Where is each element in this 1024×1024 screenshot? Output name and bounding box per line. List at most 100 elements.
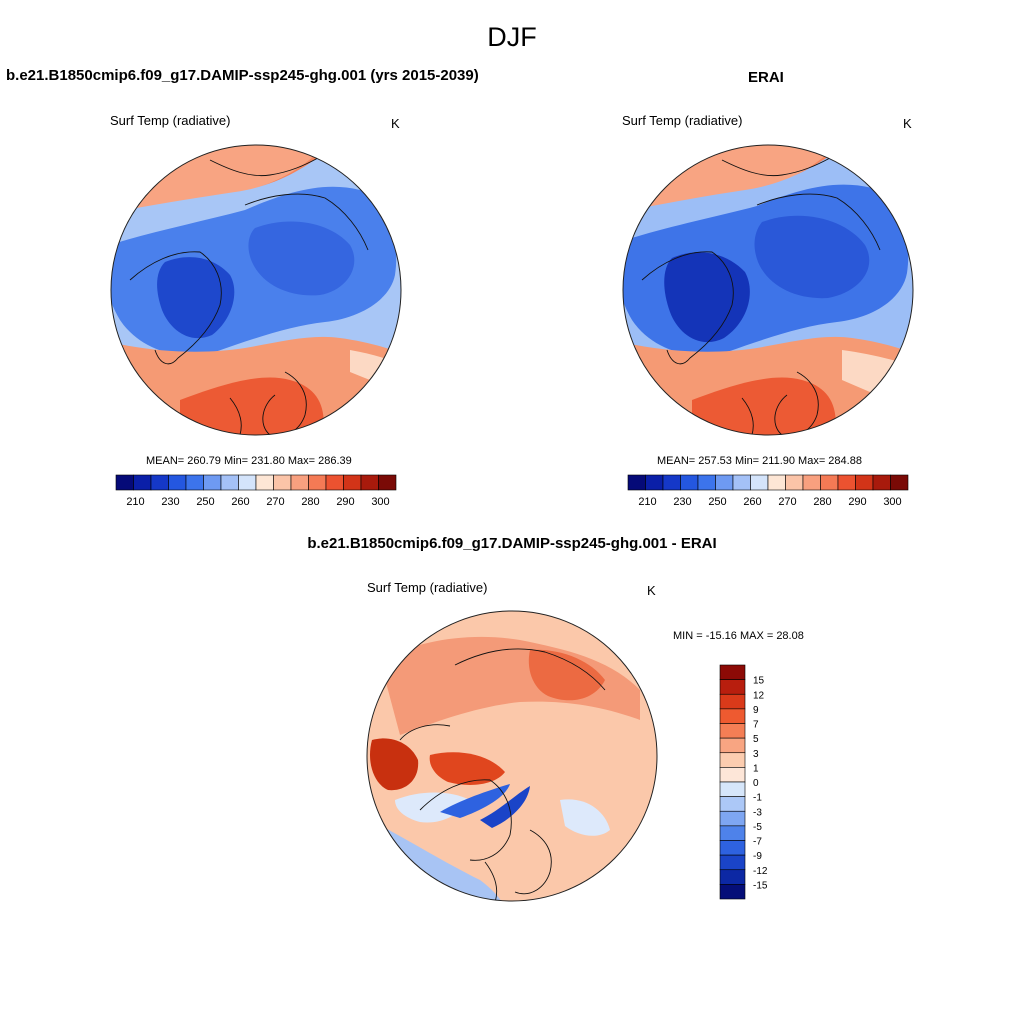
diff-colorbar-swatch [719, 664, 746, 680]
diff-variable-label: Surf Temp (radiative) [367, 580, 488, 595]
model-colorbar-swatch [273, 474, 292, 491]
diff-colorbar-tick-label: -9 [753, 851, 762, 862]
obs-colorbar-swatch [785, 474, 804, 491]
model-panel-title: b.e21.B1850cmip6.f09_g17.DAMIP-ssp245-gh… [6, 67, 479, 84]
obs-colorbar-swatch [802, 474, 821, 491]
diff-colorbar-tick-label: 7 [753, 720, 759, 731]
diff-colorbar-swatch [719, 723, 746, 739]
model-colorbar-swatch [378, 474, 397, 491]
model-colorbar-swatch [290, 474, 309, 491]
model-colorbar-swatch [133, 474, 152, 491]
model-colorbar-swatch [150, 474, 169, 491]
obs-colorbar-tick-label: 300 [883, 496, 901, 508]
obs-map-border [622, 144, 914, 436]
model-map [111, 145, 401, 435]
obs-colorbar: 210 230 250 260 270 280 290 300 [627, 474, 909, 508]
obs-colorbar-swatch [820, 474, 839, 491]
diff-stats: MIN = -15.16 MAX = 28.08 [673, 630, 804, 642]
diff-colorbar-swatch [719, 752, 746, 768]
obs-colorbar-swatch [855, 474, 874, 491]
obs-colorbar-swatch [872, 474, 891, 491]
diff-colorbar-swatch [719, 767, 746, 783]
obs-colorbar-swatch [837, 474, 856, 491]
obs-stats: MEAN= 257.53 Min= 211.90 Max= 284.88 [657, 455, 862, 467]
diff-colorbar-tick-label: 12 [753, 690, 765, 701]
obs-panel-title: ERAI [748, 69, 784, 86]
obs-map [623, 145, 913, 435]
obs-colorbar-swatch [627, 474, 646, 491]
diff-coastlines [399, 648, 606, 901]
diff-colorbar-tick-label: -3 [753, 807, 762, 818]
diff-colorbar-swatch [719, 708, 746, 724]
diff-colorbar-swatch [719, 854, 746, 871]
diff-colorbar-swatch [719, 810, 746, 827]
model-colorbar-swatch [360, 474, 379, 491]
obs-colorbar-tick-label: 290 [848, 496, 866, 508]
model-colorbar-swatch [308, 474, 327, 491]
diff-colorbar-tick-label: -15 [753, 880, 768, 891]
model-colorbar: 210 230 250 260 270 280 290 300 [115, 474, 397, 508]
obs-colorbar-tick-label: 210 [638, 496, 656, 508]
obs-colorbar-tick-label: 250 [708, 496, 726, 508]
diff-colorbar-swatch [719, 781, 746, 797]
obs-colorbar-swatch [697, 474, 716, 491]
obs-colorbar-tick-label: 230 [673, 496, 691, 508]
model-colorbar-swatch [220, 474, 239, 491]
model-colorbar-swatch [203, 474, 222, 491]
model-colorbar-tick-label: 300 [371, 496, 389, 508]
diff-colorbar-swatch [719, 737, 746, 754]
model-stats: MEAN= 260.79 Min= 231.80 Max= 286.39 [146, 455, 352, 467]
model-coastlines [129, 157, 369, 435]
obs-colorbar-swatch [750, 474, 769, 491]
diff-colorbar-swatch [719, 869, 746, 885]
diff-map-border [366, 610, 658, 902]
model-colorbar-swatch [168, 474, 187, 491]
model-colorbar-swatch [325, 474, 344, 491]
diff-colorbar-swatch [719, 693, 746, 710]
obs-colorbar-tick-label: 270 [778, 496, 796, 508]
diff-colorbar-tick-label: -5 [753, 822, 762, 833]
model-colorbar-tick-label: 250 [196, 496, 214, 508]
diff-colorbar-tick-label: -12 [753, 866, 768, 877]
diff-colorbar-tick-label: 0 [753, 778, 759, 789]
diff-colorbar-swatch [719, 840, 746, 856]
diff-colorbar-swatch [719, 825, 746, 841]
diff-colorbar: 15 12 9 7 5 3 1 0 -1 -3 -5 -7 -9 -12 -15 [719, 664, 768, 900]
diff-colorbar-swatch [719, 884, 746, 900]
obs-colorbar-swatch [732, 474, 751, 491]
diff-colorbar-tick-label: 1 [753, 763, 759, 774]
obs-units-label: K [903, 116, 912, 131]
model-colorbar-tick-label: 260 [231, 496, 249, 508]
obs-colorbar-swatch [715, 474, 734, 491]
diff-panel-title: b.e21.B1850cmip6.f09_g17.DAMIP-ssp245-gh… [307, 535, 717, 552]
diff-colorbar-tick-label: 3 [753, 749, 759, 760]
obs-colorbar-tick-label: 260 [743, 496, 761, 508]
obs-colorbar-swatch [680, 474, 699, 491]
diff-colorbar-tick-label: 9 [753, 705, 759, 716]
model-colorbar-swatch [238, 474, 257, 491]
obs-colorbar-swatch [890, 474, 909, 491]
model-variable-label: Surf Temp (radiative) [110, 113, 231, 128]
figure-title: DJF [487, 22, 537, 52]
model-colorbar-tick-label: 280 [301, 496, 319, 508]
obs-colorbar-swatch [662, 474, 681, 491]
diff-colorbar-tick-label: -7 [753, 837, 762, 848]
diff-units-label: K [647, 583, 656, 598]
diff-colorbar-tick-label: -1 [753, 793, 762, 804]
diff-colorbar-swatch [719, 796, 746, 812]
model-map-border [110, 144, 402, 436]
diff-colorbar-swatch [719, 679, 746, 695]
model-colorbar-tick-label: 230 [161, 496, 179, 508]
model-colorbar-tick-label: 210 [126, 496, 144, 508]
obs-colorbar-swatch [767, 474, 786, 491]
model-colorbar-swatch [185, 474, 204, 491]
diff-colorbar-tick-label: 5 [753, 734, 759, 745]
diff-colorbar-tick-label: 15 [753, 676, 765, 687]
model-colorbar-tick-label: 290 [336, 496, 354, 508]
model-colorbar-swatch [343, 474, 362, 491]
obs-colorbar-swatch [645, 474, 664, 491]
model-colorbar-tick-label: 270 [266, 496, 284, 508]
diff-map [367, 611, 657, 901]
model-units-label: K [391, 116, 400, 131]
